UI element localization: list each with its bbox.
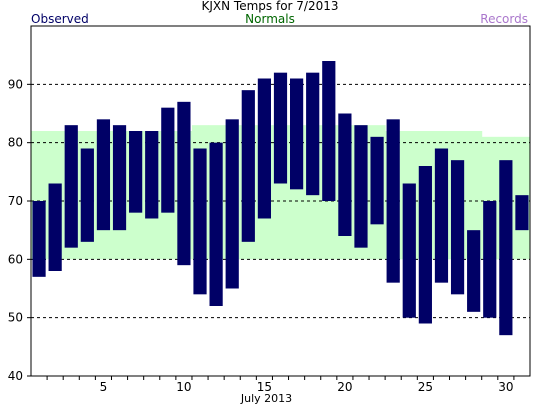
y-tick-label: 80 (8, 136, 23, 150)
x-tick-label: 20 (337, 380, 352, 394)
observed-bar (515, 195, 529, 231)
normals-band-segment (465, 131, 483, 260)
legend-observed: Observed (31, 12, 89, 26)
observed-bar (241, 90, 255, 242)
observed-bar (273, 72, 288, 184)
observed-bar (306, 72, 320, 196)
x-tick-label: 15 (257, 380, 272, 394)
observed-bar (338, 113, 352, 236)
legend-records: Records (480, 12, 528, 26)
observed-bar (96, 119, 111, 231)
observed-bar (193, 148, 207, 295)
y-tick-label: 90 (8, 77, 23, 91)
x-tick-label: 25 (418, 380, 433, 394)
observed-bar (434, 148, 449, 283)
y-tick-label: 40 (8, 369, 23, 383)
x-axis-label: July 2013 (240, 392, 292, 405)
legend-normals: Normals (245, 12, 295, 26)
observed-bar (289, 78, 304, 190)
observed-bar (32, 201, 46, 277)
observed-bar (161, 107, 175, 213)
observed-bar (467, 230, 481, 312)
chart-title: KJXN Temps for 7/2013 (201, 0, 339, 13)
y-tick-label: 60 (8, 252, 23, 266)
observed-bar (209, 142, 223, 306)
observed-bar (64, 125, 78, 248)
observed-bar (112, 125, 127, 231)
observed-bar (418, 166, 432, 324)
observed-bar (386, 119, 400, 283)
observed-bar (225, 119, 239, 289)
observed-bar (177, 101, 191, 266)
observed-bar (370, 136, 384, 225)
x-tick-label: 10 (176, 380, 191, 394)
observed-bar (402, 183, 416, 318)
observed-bar (145, 131, 159, 219)
x-tick-label: 5 (100, 380, 108, 394)
observed-bar (499, 160, 513, 336)
observed-bar (322, 61, 336, 201)
x-tick-label: 30 (498, 380, 513, 394)
observed-bar (450, 160, 465, 295)
observed-bar (257, 78, 272, 219)
y-tick-label: 50 (8, 311, 23, 325)
observed-bar (129, 131, 143, 213)
observed-bar (483, 201, 497, 318)
observed-bar (80, 148, 94, 242)
y-tick-label: 70 (8, 194, 23, 208)
observed-bar (354, 125, 368, 248)
observed-bar (48, 183, 62, 271)
